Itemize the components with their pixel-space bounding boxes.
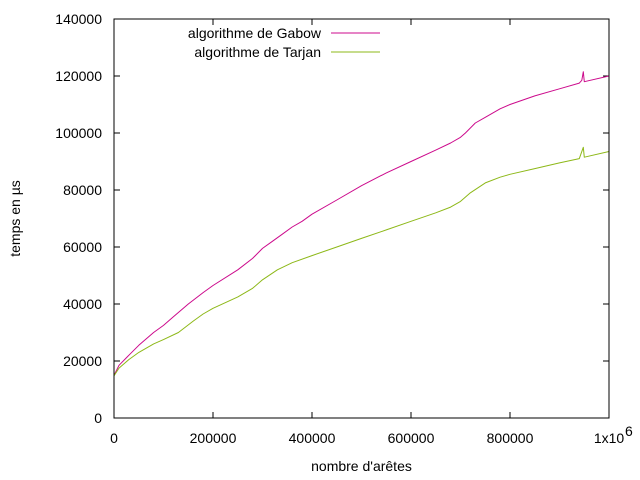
legend: algorithme de Gabow algorithme de Tarjan (188, 25, 380, 60)
x-tick-label: 400000 (289, 430, 336, 446)
legend-label-gabow: algorithme de Gabow (188, 25, 322, 41)
x-tick-label: 600000 (388, 430, 435, 446)
y-tick-label: 120000 (55, 68, 102, 84)
series-layer (113, 71, 610, 377)
y-axis-ticks: 0 20000 40000 60000 80000 100000 120000 140000 (55, 11, 609, 426)
series-line-gabow (113, 71, 610, 376)
x-axis-ticks: 0 200000 400000 600000 800000 1x10 (110, 19, 624, 446)
x-tick-label: 1x10 (594, 430, 625, 446)
series-line-tarjan (113, 146, 610, 377)
y-tick-label: 140000 (55, 11, 102, 27)
x-axis-label: nombre d'arêtes (311, 458, 412, 474)
y-tick-label: 60000 (63, 239, 102, 255)
y-axis-label: temps en µs (7, 180, 23, 257)
x-tick-label: 0 (110, 430, 118, 446)
y-tick-label: 0 (94, 410, 102, 426)
y-tick-label: 80000 (63, 182, 102, 198)
plot-frame (113, 18, 610, 419)
x-tick-label: 800000 (487, 430, 534, 446)
y-tick-label: 40000 (63, 296, 102, 312)
x-axis-exponent: 6 (625, 423, 633, 439)
y-tick-label: 100000 (55, 125, 102, 141)
y-tick-label: 20000 (63, 353, 102, 369)
x-tick-label: 200000 (190, 430, 237, 446)
legend-label-tarjan: algorithme de Tarjan (194, 44, 321, 60)
